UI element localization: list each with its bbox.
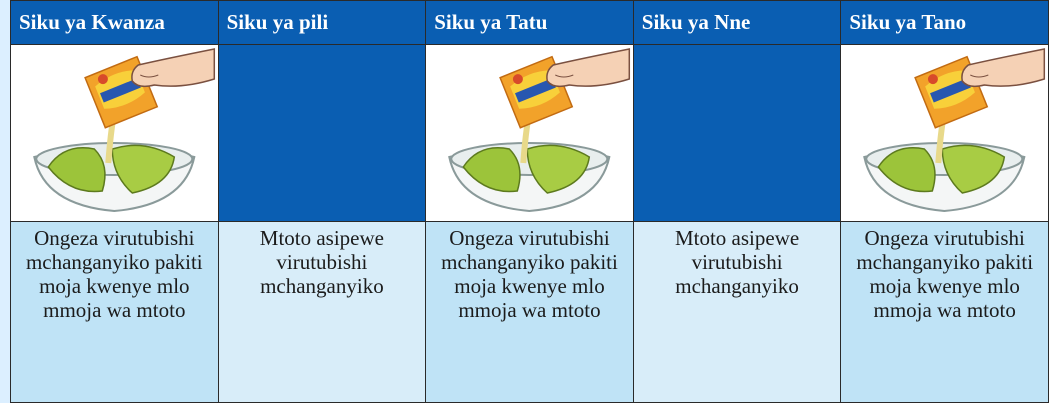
image-row: [10, 44, 1049, 222]
instruction-cell: Ongeza virutubishi mchanganyiko pakiti m…: [10, 221, 219, 403]
header-cell: Siku ya Kwanza: [10, 0, 219, 45]
instruction-cell: Mtoto asipewe virutubishi mchanganyiko: [217, 221, 427, 403]
header-cell: Siku ya Nne: [632, 0, 842, 45]
text-row: Ongeza virutubishi mchanganyiko pakiti m…: [10, 221, 1049, 403]
instruction-cell: Ongeza virutubishi mchanganyiko pakiti m…: [840, 221, 1049, 403]
illustration: [841, 45, 1048, 221]
illustration: [11, 45, 218, 221]
header-cell: Siku ya Tano: [840, 0, 1049, 45]
header-cell: Siku ya Tatu: [425, 0, 634, 45]
illustration: [426, 45, 633, 221]
header-cell: Siku ya pili: [217, 0, 427, 45]
instruction-cell: Ongeza virutubishi mchanganyiko pakiti m…: [425, 221, 634, 403]
image-cell: [425, 44, 634, 222]
image-cell: [632, 44, 842, 222]
schedule-table: Siku ya Kwanza Siku ya pili Siku ya Tatu…: [10, 0, 1049, 403]
image-cell: [10, 44, 219, 222]
image-cell: [217, 44, 427, 222]
instruction-cell: Mtoto asipewe virutubishi mchanganyiko: [632, 221, 842, 403]
image-cell: [840, 44, 1049, 222]
header-row: Siku ya Kwanza Siku ya pili Siku ya Tatu…: [10, 0, 1049, 45]
